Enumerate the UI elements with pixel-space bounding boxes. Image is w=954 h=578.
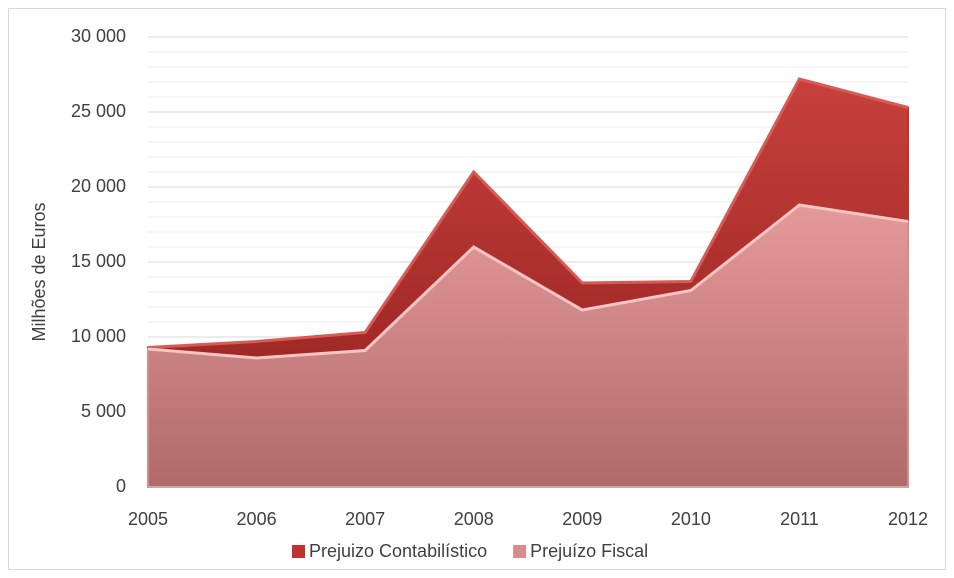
y-tick-label: 15 000 bbox=[71, 251, 126, 271]
x-tick-label: 2006 bbox=[237, 509, 277, 529]
legend-label: Prejuízo Fiscal bbox=[530, 541, 648, 561]
area-edge bbox=[147, 77, 909, 349]
x-tick-label: 2011 bbox=[780, 509, 819, 529]
legend-label: Prejuizo Contabilístico bbox=[309, 541, 487, 561]
y-tick-label: 30 000 bbox=[71, 26, 126, 46]
x-tick-label: 2005 bbox=[128, 509, 168, 529]
x-tick-label: 2012 bbox=[888, 509, 928, 529]
y-tick-label: 25 000 bbox=[71, 101, 126, 121]
legend-swatch bbox=[292, 545, 305, 558]
area-edge bbox=[147, 203, 909, 360]
x-tick-label: 2007 bbox=[345, 509, 385, 529]
y-tick-label: 10 000 bbox=[71, 326, 126, 346]
x-tick-label: 2009 bbox=[562, 509, 602, 529]
legend-swatch bbox=[513, 545, 527, 558]
y-axis-label: Milhões de Euros bbox=[29, 202, 49, 341]
y-tick-label: 0 bbox=[116, 476, 126, 496]
chart-frame bbox=[8, 8, 946, 570]
y-tick-label: 20 000 bbox=[71, 176, 126, 196]
y-tick-label: 5 000 bbox=[81, 401, 126, 421]
x-tick-label: 2008 bbox=[454, 509, 494, 529]
x-tick-label: 2010 bbox=[671, 509, 711, 529]
